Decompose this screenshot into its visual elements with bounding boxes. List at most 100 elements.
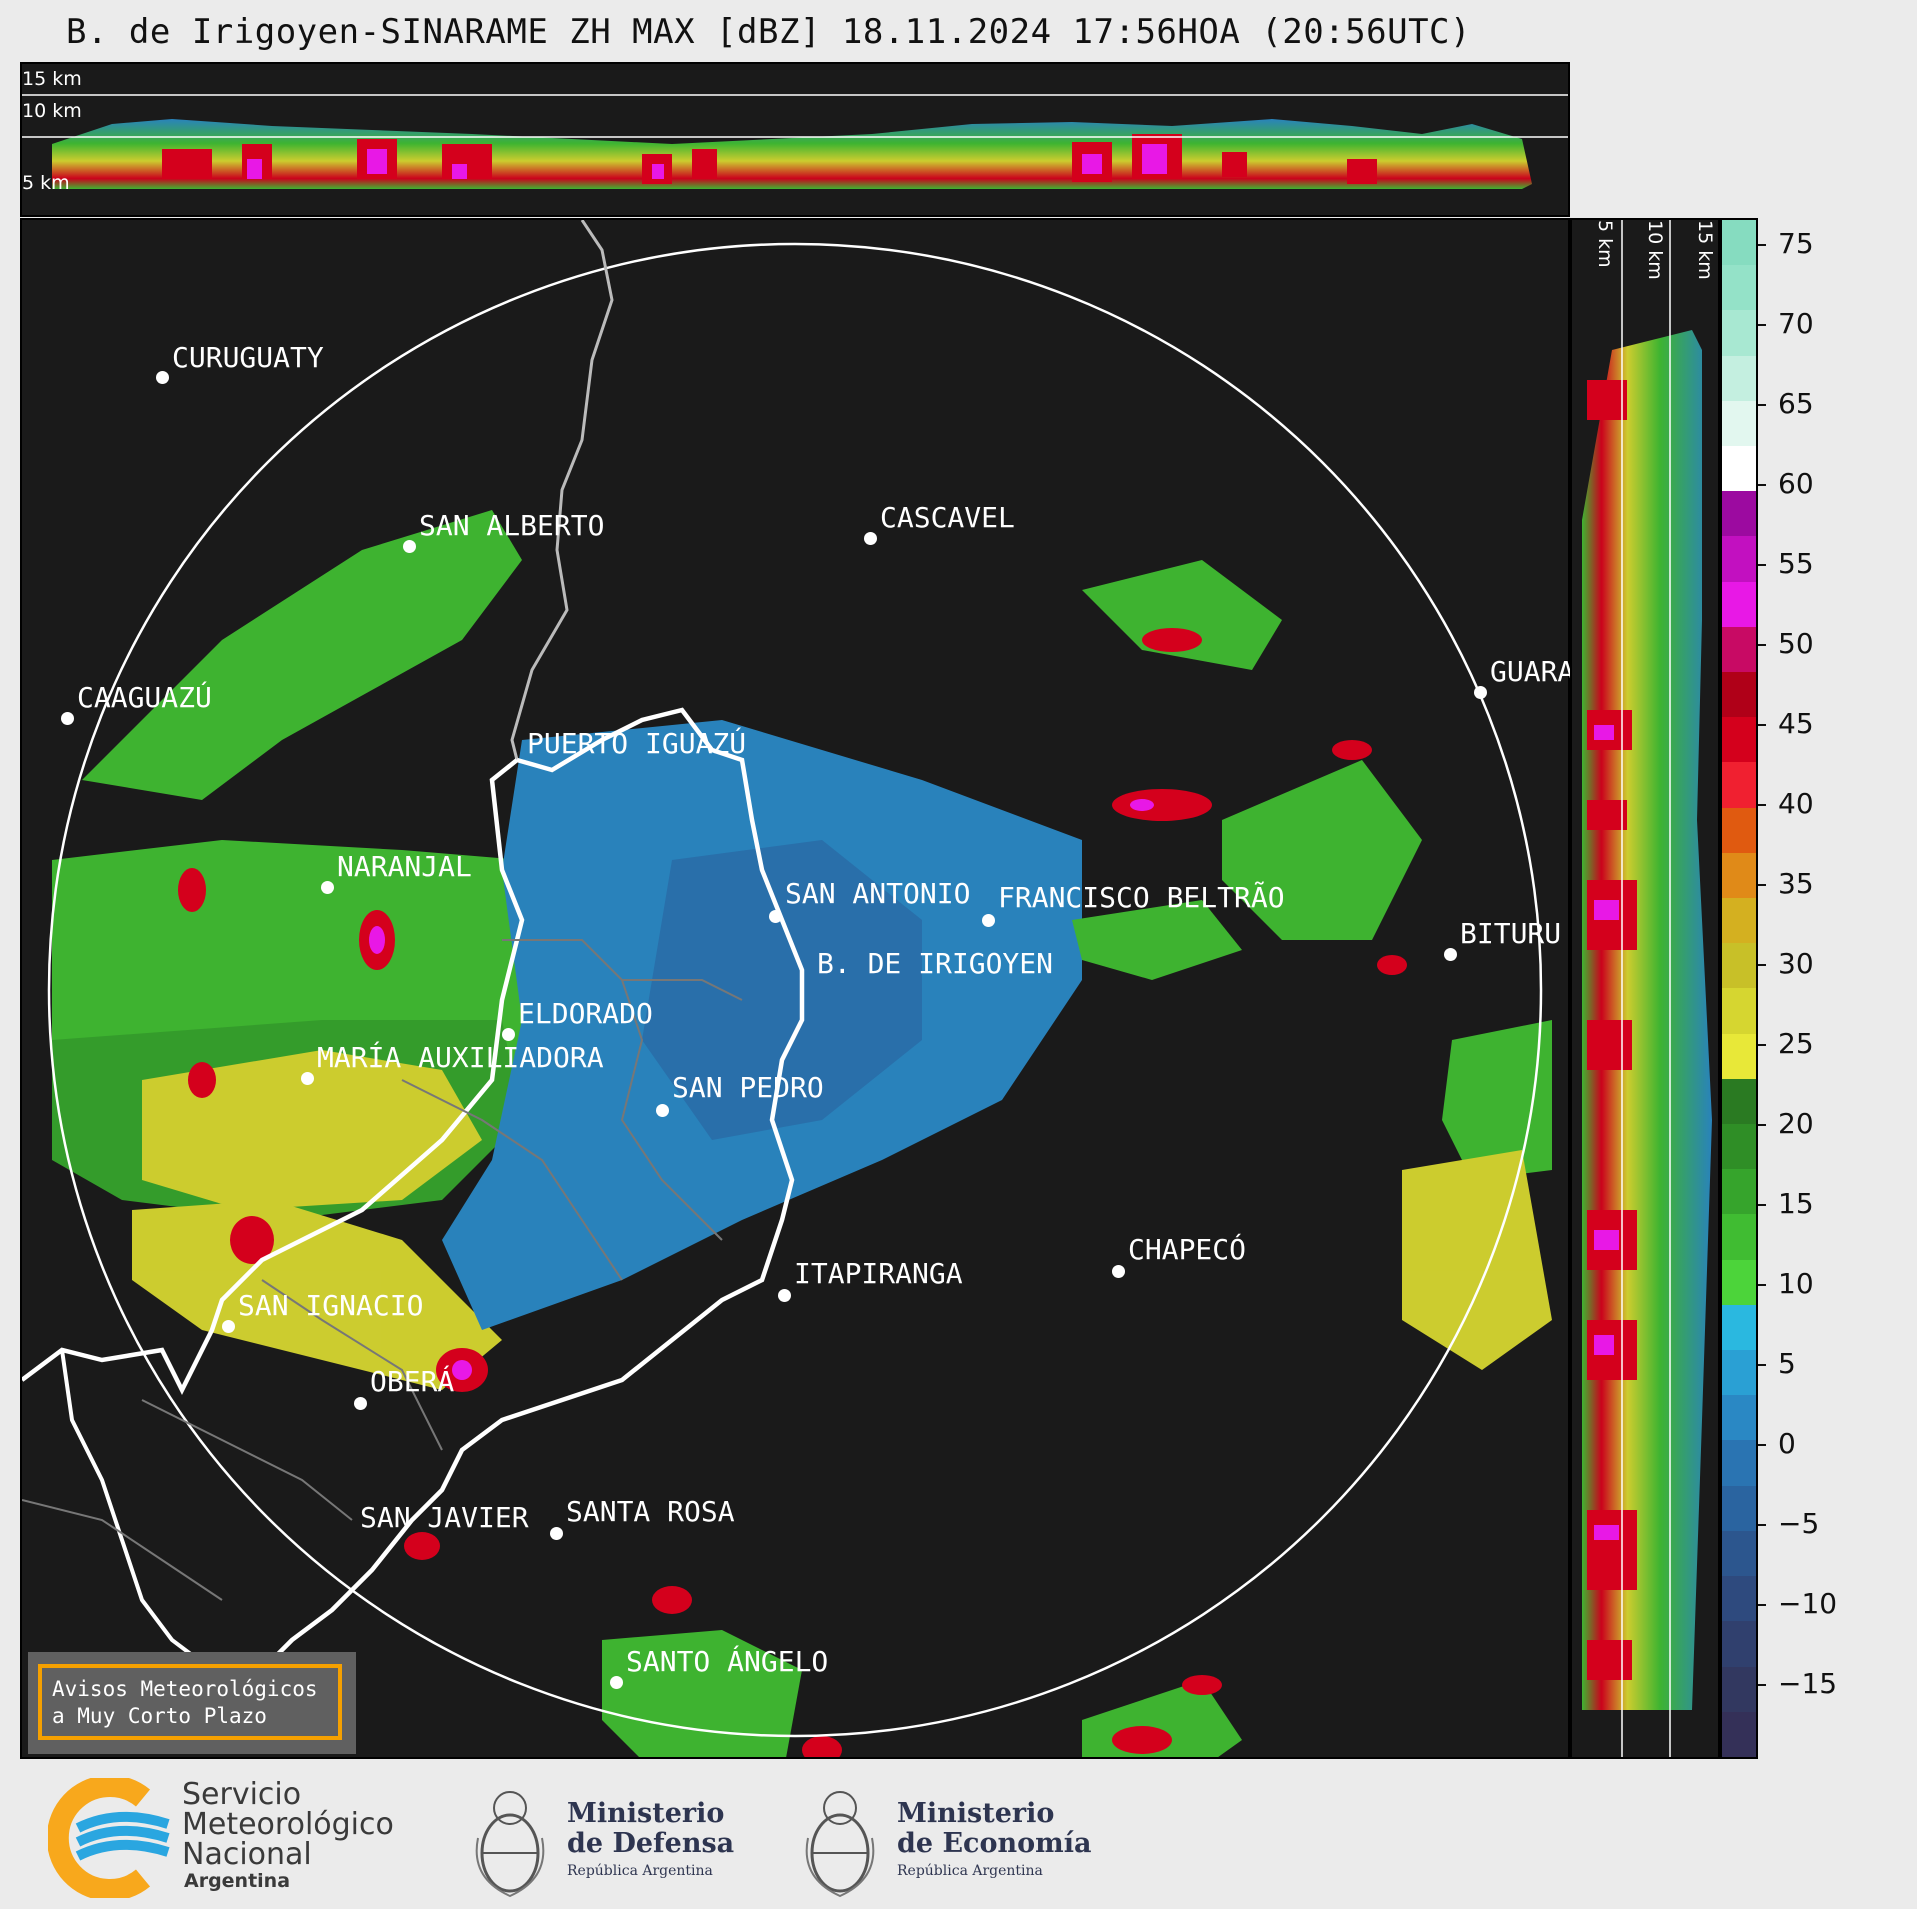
city-dot [550,1527,563,1540]
top-echo-profile [22,94,1568,189]
right-km-label-10: 10 km [1644,220,1666,280]
colorbar-segment [1722,717,1756,763]
colorbar-segment [1722,1485,1756,1531]
defensa-line-3: República Argentina [567,1863,713,1879]
warning-line-2: a Muy Corto Plazo [52,1704,267,1728]
city-dot [301,1072,314,1085]
colorbar-tick-label: 15 [1778,1187,1814,1220]
city-dot [864,532,877,545]
top-km-label-10: 10 km [22,100,82,122]
city-dot [778,1289,791,1302]
colorbar-tick-mark [1758,1524,1766,1526]
colorbar-tick-mark [1758,484,1766,486]
colorbar-tick-mark [1758,1044,1766,1046]
city-santa-rosa: SANTA ROSA [566,1495,735,1528]
colorbar-segment [1722,536,1756,582]
colorbar-segment [1722,1666,1756,1712]
footer-logos: Servicio Meteorológico Nacional Argentin… [0,1760,1917,1909]
colorbar-tick-label: 20 [1778,1107,1814,1140]
colorbar-tick-mark [1758,1364,1766,1366]
colorbar-segment [1722,491,1756,537]
colorbar-segment [1722,1078,1756,1125]
city-eldorado: ELDORADO [518,997,653,1030]
city-dot [982,914,995,927]
colorbar-segment [1722,943,1756,989]
colorbar-tick-label: 75 [1778,227,1814,260]
defensa-line-1: Ministerio [567,1798,725,1829]
colorbar-tick-mark [1758,1284,1766,1286]
colorbar-segment [1722,1304,1756,1351]
city-dot [1444,948,1457,961]
colorbar-tick-mark [1758,1444,1766,1446]
city-dot [403,540,416,553]
city-dot [769,910,782,923]
colorbar-segment [1722,1621,1756,1667]
city-francisco-beltrao: FRANCISCO BELTRÃO [998,881,1285,914]
colorbar-tick-label: 50 [1778,627,1814,660]
colorbar-tick-label: 5 [1778,1347,1796,1380]
city-guara: GUARA [1490,655,1575,688]
colorbar-tick-mark [1758,1604,1766,1606]
right-echo-profile [1582,220,1712,1757]
colorbar-tick-mark [1758,1204,1766,1206]
economia-line-1: Ministerio [897,1798,1055,1829]
city-bituru: BITURU [1460,917,1562,950]
dbz-colorbar [1720,218,1758,1759]
city-san-antonio: SAN ANTONIO [785,877,971,910]
colorbar-segment [1722,988,1756,1034]
top-km-label-15: 15 km [22,68,82,90]
city-chapeco: CHAPECÓ [1128,1233,1247,1266]
warning-line-1: Avisos Meteorológicos [52,1677,318,1701]
top-height-panel: 15 km 10 km 5 km [20,62,1570,217]
city-dot [610,1676,623,1689]
colorbar-segment [1722,1576,1756,1622]
colorbar-segment [1722,1259,1756,1305]
city-obera: OBERÁ [370,1365,455,1398]
colorbar-tick-label: 30 [1778,947,1814,980]
city-curuguaty: CURUGUATY [172,341,324,374]
colorbar-tick-mark [1758,1124,1766,1126]
colorbar-tick-label: −10 [1778,1587,1838,1620]
colorbar-tick-label: 45 [1778,707,1814,740]
economia-line-3: República Argentina [897,1863,1043,1879]
colorbar-tick-label: −5 [1778,1507,1820,1540]
colorbar-segment [1722,400,1756,447]
defensa-line-2: de Defensa [567,1828,735,1859]
colorbar-tick-label: 25 [1778,1027,1814,1060]
colorbar-segment [1722,310,1756,356]
city-dot [502,1028,515,1041]
colorbar-segment [1722,1169,1756,1215]
city-dot [656,1104,669,1117]
city-dot [1112,1265,1125,1278]
city-puerto-iguazu: PUERTO IGUAZÚ [527,727,747,760]
colorbar-segment [1722,1395,1756,1441]
top-km-label-5: 5 km [22,172,70,194]
colorbar-tick-mark [1758,404,1766,406]
smn-line-1: Servicio [182,1777,302,1812]
city-dot [61,712,74,725]
colorbar-tick-label: 55 [1778,547,1814,580]
colorbar-tick-mark [1758,884,1766,886]
smn-logo-icon [48,1778,170,1898]
colorbar-segment [1722,1711,1756,1757]
colorbar-segment [1722,220,1756,266]
colorbar-tick-mark [1758,324,1766,326]
city-caaguazu: CAAGUAZÚ [77,681,212,714]
city-dot [321,881,334,894]
warning-box[interactable]: Avisos Meteorológicos a Muy Corto Plazo [28,1652,356,1754]
colorbar-segment [1722,1530,1756,1577]
city-san-pedro: SAN PEDRO [672,1071,824,1104]
colorbar-tick-label: 65 [1778,387,1814,420]
colorbar-segment [1722,898,1756,944]
colorbar-segment [1722,807,1756,853]
colorbar-tick-label: −15 [1778,1667,1838,1700]
colorbar-segment [1722,762,1756,808]
radar-map[interactable]: CURUGUATY SAN ALBERTO CASCAVEL CAAGUAZÚ … [20,218,1574,1759]
colorbar-tick-mark [1758,644,1766,646]
city-b-de-irigoyen: B. DE IRIGOYEN [817,947,1054,980]
colorbar-segment [1722,852,1756,899]
colorbar-tick-mark [1758,1684,1766,1686]
colorbar-segment [1722,446,1756,492]
smn-line-2: Meteorológico [182,1807,394,1842]
warning-box-inner: Avisos Meteorológicos a Muy Corto Plazo [38,1664,342,1740]
